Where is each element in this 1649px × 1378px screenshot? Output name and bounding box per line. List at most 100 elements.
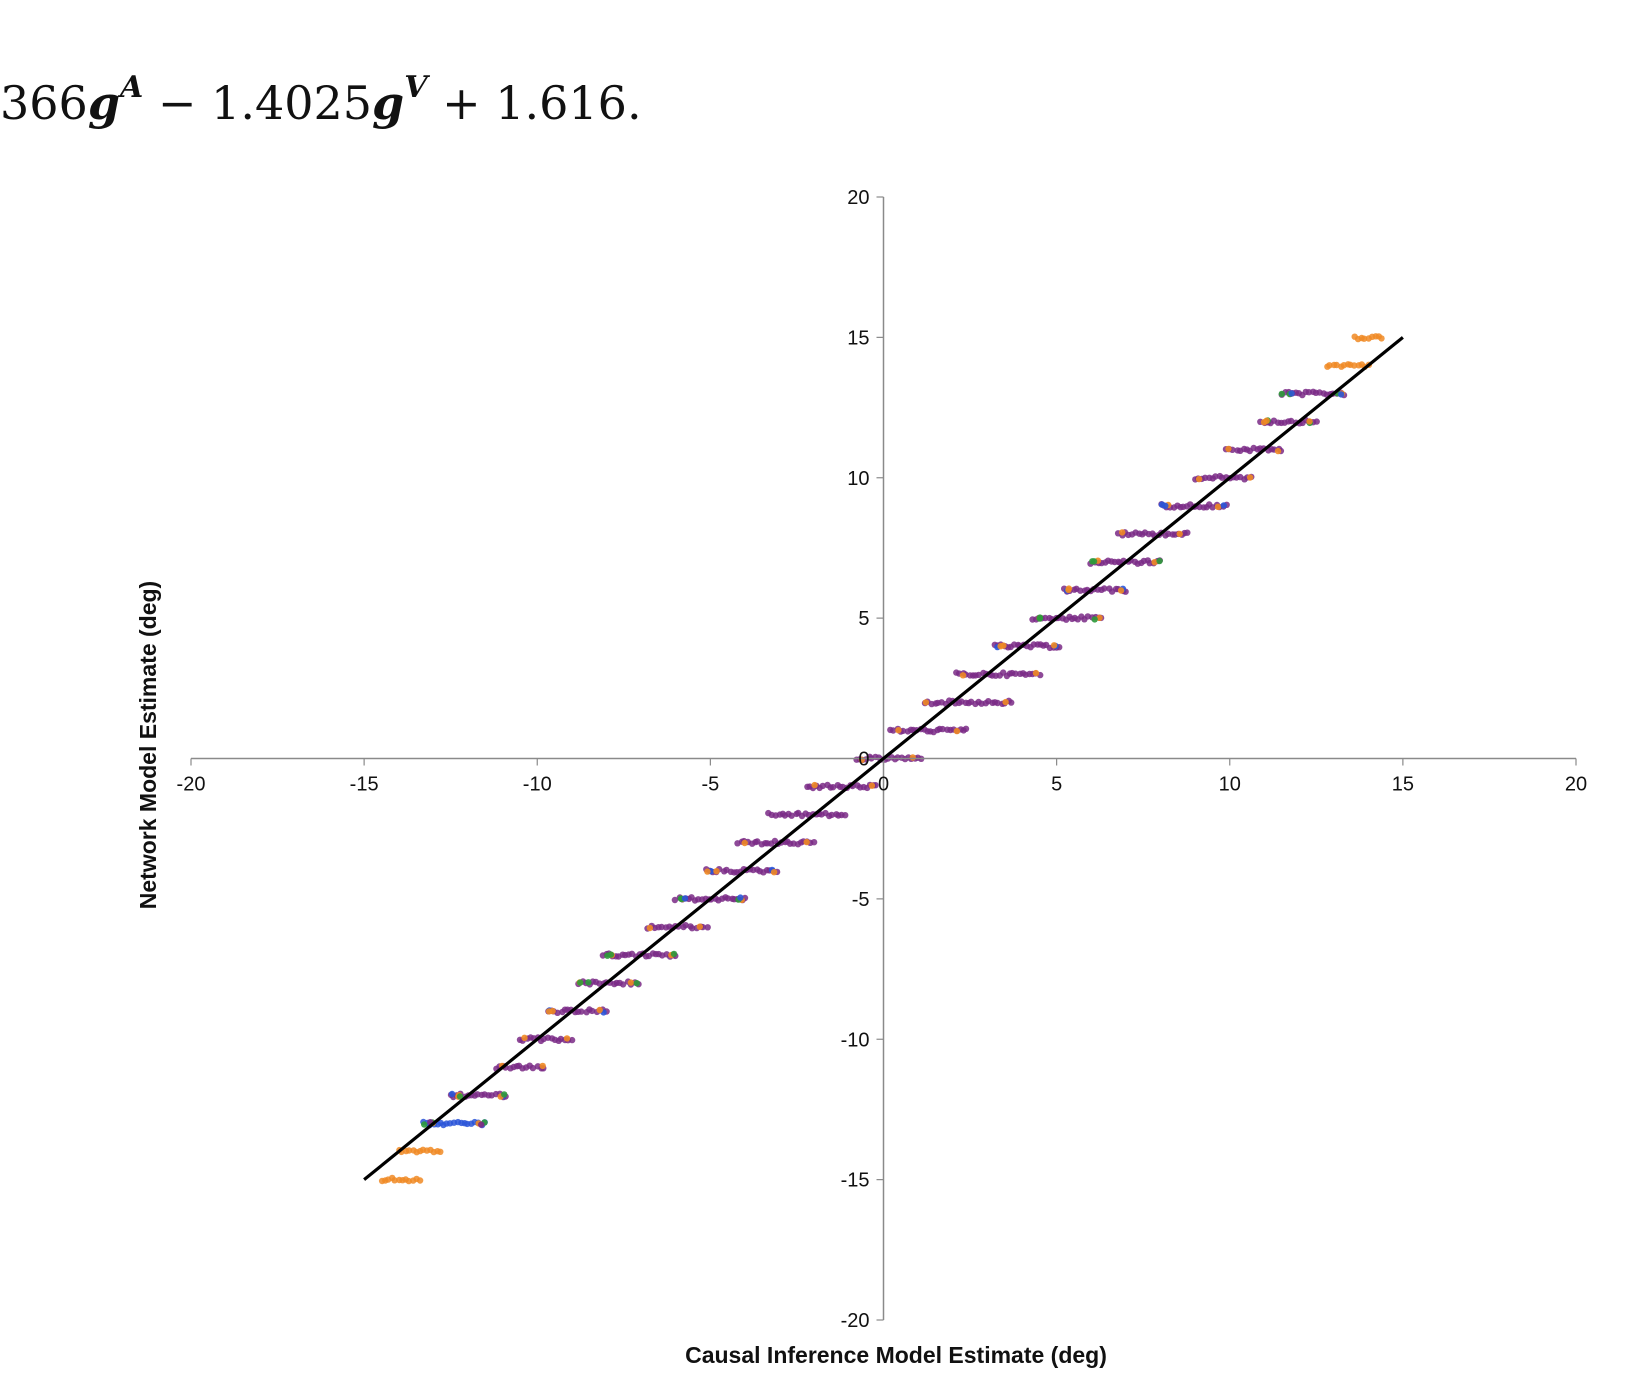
equation-g-symbol: g — [372, 76, 405, 130]
scatter-point — [1338, 391, 1345, 398]
scatter-point — [803, 838, 810, 846]
scatter-point — [895, 727, 902, 734]
tick-labels: -20 -15 -10 -5 0 5 10 15 20 -20 -15 -10 -5 0 5 10 15 20 — [177, 187, 1588, 1332]
scatter-point — [962, 725, 970, 732]
scatter-point — [828, 811, 835, 819]
scatter-point — [1220, 502, 1228, 509]
scatter-point — [1313, 418, 1320, 425]
scatter-point — [421, 1121, 428, 1128]
scatter-point — [1002, 698, 1009, 706]
scatter-point — [959, 672, 967, 679]
scatter-point — [953, 727, 961, 735]
scatter-point — [1225, 445, 1232, 453]
scatter-point — [1036, 614, 1044, 621]
scatter-point — [1214, 503, 1222, 510]
scatter-point — [1117, 587, 1125, 594]
scatter-point — [1119, 529, 1126, 536]
scatter-point — [416, 1177, 424, 1184]
scatter-point — [1351, 362, 1358, 369]
x-tick-label: 20 — [1565, 774, 1587, 796]
scatter-point — [1176, 530, 1183, 538]
fit-line-group — [363, 336, 1404, 1181]
scatter-point — [1101, 585, 1108, 592]
scatter-point — [521, 1034, 528, 1042]
scatter-point — [554, 1009, 561, 1016]
scatter-point — [939, 725, 946, 733]
scatter-point — [405, 1147, 413, 1154]
scatter-point — [997, 643, 1004, 650]
scatter-point — [1050, 642, 1058, 649]
scatter-point — [539, 1062, 546, 1070]
x-tick-label: 15 — [1392, 774, 1414, 796]
x-tick-label: -5 — [701, 774, 719, 796]
equation-superscript-a: A — [119, 70, 144, 105]
scatter-point — [633, 980, 640, 987]
scatter-point — [619, 981, 627, 988]
scatter-point — [770, 869, 778, 876]
y-tick-label: -20 — [841, 1310, 870, 1332]
x-axis-title: Causal Inference Model Estimate (deg) — [685, 1342, 1107, 1368]
x-tick-label: 10 — [1219, 774, 1241, 796]
scatter-point — [1246, 474, 1254, 481]
scatter-point — [1333, 361, 1340, 369]
y-tick-label: -5 — [852, 889, 870, 911]
scatter-point — [478, 1121, 485, 1128]
scatter-point — [1195, 475, 1203, 483]
y-tick-label: 5 — [858, 608, 869, 630]
scatter-point — [688, 925, 696, 932]
y-tick-label: 15 — [847, 327, 869, 349]
scatter-point — [568, 1036, 576, 1044]
scatter-point — [1274, 447, 1282, 455]
scatter-point — [596, 980, 603, 987]
equation-middle-term: − 1.4025 — [143, 76, 373, 130]
scatter-point — [578, 1008, 585, 1015]
y-tick-label: -10 — [841, 1029, 870, 1051]
scatter-point — [724, 895, 732, 902]
y-axis-title: Network Model Estimate (deg) — [135, 581, 161, 909]
scatter-point — [696, 923, 703, 930]
equation-suffix: + 1.616. — [427, 76, 642, 130]
scatter-point — [737, 894, 744, 901]
x-tick-label: 0 — [878, 774, 889, 796]
y-tick-label: -15 — [841, 1170, 870, 1192]
scatter-point — [1091, 616, 1098, 623]
scatter-point — [437, 1148, 444, 1156]
scatter-point — [1260, 419, 1268, 426]
scatter-point — [868, 782, 876, 789]
scatter-point — [704, 924, 711, 931]
scatter-point — [829, 784, 837, 791]
scatter-point — [1278, 390, 1286, 398]
scatter-point — [1287, 417, 1295, 425]
scatter-point — [1162, 502, 1169, 509]
scatter-point — [1008, 699, 1015, 706]
scatter-point — [585, 979, 592, 986]
scatter-point — [1306, 418, 1313, 425]
scatter-point — [1326, 362, 1333, 369]
scatter-point — [681, 895, 689, 902]
scatter-point — [704, 868, 711, 875]
regression-equation: 366gA − 1.4025gV + 1.616. — [0, 48, 642, 130]
x-tick-label: -20 — [177, 774, 206, 796]
y-tick-label: 0 — [858, 749, 869, 771]
scatter-point — [713, 868, 720, 875]
scatter-point — [604, 952, 611, 959]
scatter-point — [627, 979, 635, 986]
scatter-point — [1184, 529, 1191, 536]
equation-g-symbol: g — [87, 76, 120, 130]
y-tick-label: 20 — [847, 187, 869, 209]
scatter-point — [788, 812, 795, 819]
scatter-point — [391, 1177, 398, 1184]
scatter-point — [1378, 335, 1385, 342]
scatter-point — [1096, 614, 1103, 621]
scatter-point — [810, 839, 818, 846]
scatter-point — [1156, 557, 1163, 565]
scatter-point — [1077, 587, 1084, 594]
scatter-point — [741, 839, 748, 847]
x-tick-label: 5 — [1051, 774, 1062, 796]
scatter-point — [588, 1007, 596, 1015]
equation-superscript-v: V — [404, 70, 428, 105]
scatter-point — [1012, 670, 1019, 677]
scatter-point — [842, 812, 849, 819]
x-tick-label: -15 — [350, 774, 379, 796]
